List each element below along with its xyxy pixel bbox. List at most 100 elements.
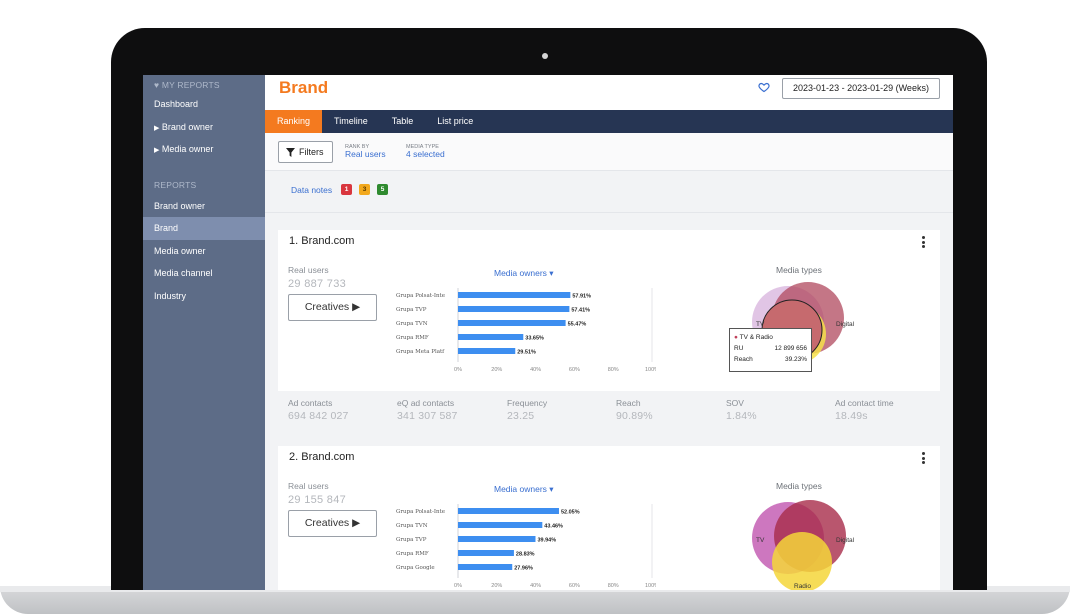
venn-label-digital: Digital: [836, 537, 855, 544]
creatives-button[interactable]: Creatives ▶: [288, 294, 377, 321]
bar-value-label: 57.91%: [572, 294, 591, 300]
category-label: Grupa TVN: [396, 523, 428, 529]
sidebar-item-brand-owner[interactable]: Brand owner: [143, 195, 265, 218]
x-tick-label: 40%: [530, 583, 541, 589]
ranking-card-2: 2. Brand.com Real users 29 155 847 Creat…: [278, 446, 940, 590]
stat-sov: SOV 1.84%: [726, 398, 757, 422]
rank-by-selector[interactable]: RANK BY Real users: [345, 144, 386, 159]
media-owners-dropdown[interactable]: Media owners ▾: [494, 268, 554, 278]
laptop-base: [0, 586, 1070, 614]
media-type-selector[interactable]: MEDIA TYPE 4 selected: [406, 144, 445, 159]
sidebar-section-reports: REPORTS: [143, 175, 265, 195]
category-label: Grupa Polsat-Inte: [396, 293, 445, 299]
category-label: Grupa RMF: [396, 335, 429, 341]
note-badge-yellow[interactable]: 3: [359, 184, 370, 195]
ranking-card-1: 1. Brand.com Real users 29 887 733 Creat…: [278, 230, 940, 436]
tooltip-ru-row: RU 12 899 656: [734, 343, 807, 354]
x-tick-label: 80%: [608, 583, 619, 589]
stat-eq-ad-contacts: eQ ad contacts 341 307 587: [397, 398, 458, 422]
bar: [458, 306, 570, 312]
bar: [458, 292, 571, 298]
media-owners-bar-chart: Grupa Polsat-Inte 52.05% Grupa TVN 43.46% Gr…: [396, 504, 656, 589]
category-label: Grupa TVN: [396, 321, 428, 327]
bar: [458, 334, 524, 340]
bar-value-label: 33.65%: [525, 336, 544, 342]
venn-label-digital: Digital: [836, 321, 855, 328]
x-tick-label: 0%: [454, 367, 462, 373]
sidebar-item-dashboard[interactable]: Dashboard: [143, 93, 265, 116]
more-options-icon[interactable]: [922, 236, 926, 248]
rank-by-value: Real users: [345, 149, 386, 159]
bar: [458, 564, 513, 570]
x-tick-label: 80%: [608, 367, 619, 373]
camera-dot: [542, 53, 548, 59]
sidebar-item-media-channel[interactable]: Media channel: [143, 262, 265, 285]
real-users-label: Real users: [288, 265, 329, 275]
category-label: Grupa Polsat-Inte: [396, 509, 445, 515]
caret-right-icon: ▶: [154, 147, 160, 154]
app-screen: ♥ MY REPORTS Dashboard ▶ Brand owner ▶ M…: [143, 75, 953, 590]
stat-ad-contacts: Ad contacts 694 842 027: [288, 398, 349, 422]
stats-row: Ad contacts 694 842 027 eQ ad contacts 341…: [278, 391, 940, 436]
tooltip-ru-label: RU: [734, 345, 744, 352]
bar-value-label: 27.96%: [514, 566, 533, 572]
tab-list-price[interactable]: List price: [437, 116, 474, 126]
category-label: Grupa Google: [396, 565, 435, 571]
media-types-title: Media types: [776, 265, 822, 275]
note-badge-red[interactable]: 1: [341, 184, 352, 195]
sidebar-section-my-reports: ♥ MY REPORTS: [143, 75, 265, 95]
category-label: Grupa TVP: [396, 307, 427, 313]
venn-circle-radio: [772, 532, 832, 590]
bar-value-label: 39.94%: [537, 538, 556, 544]
sidebar-item-label: Brand: [154, 223, 179, 233]
data-notes-link[interactable]: Data notes: [291, 185, 333, 195]
bar-value-label: 43.46%: [544, 524, 563, 530]
creatives-button[interactable]: Creatives ▶: [288, 510, 377, 537]
sidebar-item-label: Dashboard: [154, 99, 199, 109]
sidebar-item-label: Industry: [154, 290, 187, 301]
filters-button[interactable]: Filters: [278, 141, 333, 163]
rank-by-label: RANK BY: [345, 144, 370, 150]
bar-value-label: 57.41%: [571, 308, 590, 314]
tab-timeline[interactable]: Timeline: [334, 116, 368, 126]
sidebar-item-label: Media owner: [154, 245, 206, 256]
x-tick-label: 60%: [569, 367, 580, 373]
sidebar-item-media-owner[interactable]: Media owner: [143, 240, 265, 263]
bar: [458, 550, 514, 556]
bar: [458, 536, 536, 542]
media-owners-dropdown[interactable]: Media owners ▾: [494, 484, 554, 494]
bar-value-label: 52.05%: [561, 510, 580, 516]
tooltip-reach-value: 39.23%: [784, 356, 807, 363]
data-notes-bar: Data notes 1 3 5: [265, 171, 953, 213]
stat-reach: Reach 90.89%: [616, 398, 653, 422]
tab-ranking[interactable]: Ranking: [265, 110, 323, 133]
tooltip-title: ● TV & Radio: [734, 334, 773, 341]
top-bar: Brand 2023-01-23 - 2023-01-29 (Weeks): [265, 75, 953, 110]
stat-frequency: Frequency 23.25: [507, 398, 548, 422]
x-tick-label: 40%: [530, 367, 541, 373]
category-label: Grupa RMF: [396, 551, 429, 557]
x-tick-label: 20%: [491, 367, 502, 373]
date-range-button[interactable]: 2023-01-23 - 2023-01-29 (Weeks): [782, 78, 940, 99]
bar: [458, 508, 559, 514]
card-title: 2. Brand.com: [289, 451, 355, 463]
sidebar-item-label: Brand owner: [161, 121, 213, 132]
venn-label-tv: TV: [756, 321, 765, 328]
real-users-value: 29 887 733: [288, 278, 347, 290]
favorite-heart-icon[interactable]: [758, 81, 770, 93]
tooltip-ru-value: 12 899 656: [774, 345, 807, 352]
bar: [458, 348, 516, 354]
sidebar-item-industry[interactable]: Industry: [143, 285, 265, 308]
more-options-icon[interactable]: [922, 452, 926, 464]
sidebar-item-my-brand-owner[interactable]: ▶ Brand owner: [143, 116, 265, 139]
venn-tooltip: ● TV & Radio RU 12 899 656 Reach 39.23%: [729, 328, 812, 372]
real-users-label: Real users: [288, 481, 329, 491]
bar-value-label: 55.47%: [568, 322, 587, 328]
bar-value-label: 28.83%: [516, 552, 535, 558]
filters-label: Filters: [299, 147, 324, 157]
x-tick-label: 100%: [645, 583, 656, 589]
tab-table[interactable]: Table: [391, 116, 414, 126]
sidebar-item-my-media-owner[interactable]: ▶ Media owner: [143, 138, 265, 161]
sidebar-item-brand[interactable]: Brand: [143, 217, 265, 240]
note-badge-green[interactable]: 5: [377, 184, 388, 195]
